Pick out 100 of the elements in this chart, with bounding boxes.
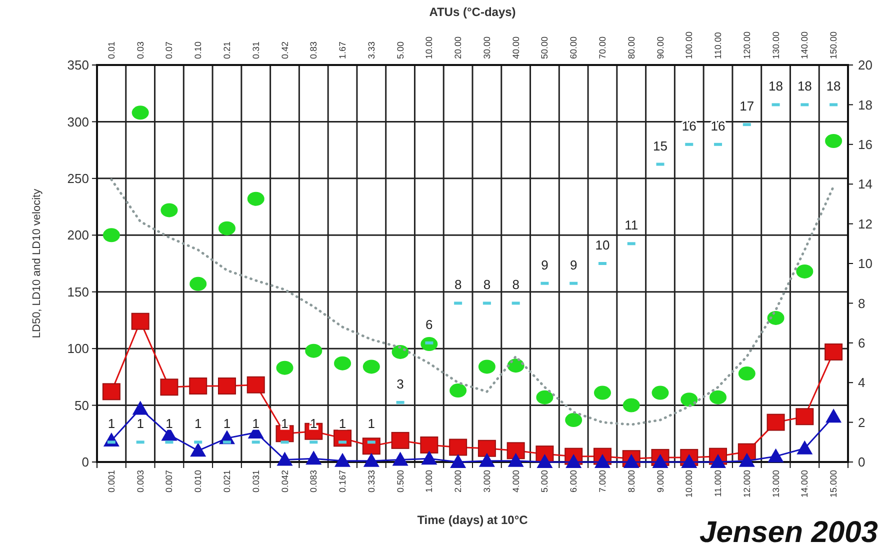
point: [565, 413, 582, 428]
point: [189, 378, 208, 395]
point: [796, 408, 814, 426]
text: 3.33: [366, 41, 376, 59]
y2-tick-label: 20: [858, 58, 872, 73]
x-tick-label: 9.000: [655, 470, 666, 493]
text: 60.00: [568, 36, 579, 59]
point: [276, 360, 294, 375]
point: [362, 360, 380, 374]
point: [710, 454, 726, 468]
point: [392, 452, 408, 466]
point: [738, 452, 755, 467]
y2-tick-label: 10: [858, 256, 872, 272]
point: [826, 408, 842, 423]
y2-tick-label: 2: [858, 414, 866, 430]
point: [594, 386, 611, 400]
text: 90.00: [655, 36, 666, 59]
point: [450, 454, 466, 468]
point: [506, 442, 525, 460]
x-tick-label: 0.003: [135, 470, 146, 493]
text: 0.42: [280, 41, 290, 59]
point: [305, 344, 322, 358]
x-tick-label: 4.000: [510, 470, 521, 493]
point: [334, 430, 352, 447]
point: [566, 454, 582, 468]
text: 120.00: [742, 31, 752, 59]
y-tick-label: 300: [67, 114, 89, 130]
x-tick-label: 3.000: [482, 470, 492, 493]
point: [218, 221, 236, 236]
text: 80.00: [626, 36, 636, 59]
point: [478, 452, 495, 467]
point: [824, 343, 843, 360]
text: 0.10: [193, 41, 204, 59]
y-tick-label: 0: [82, 454, 89, 470]
text: 0.01: [106, 41, 116, 59]
point: [392, 344, 409, 359]
point: [421, 450, 438, 465]
y-tick-label: 250: [67, 170, 89, 186]
text: 100.00: [684, 31, 694, 59]
point: [796, 440, 813, 454]
y-tick-label: 50: [74, 398, 89, 413]
point: [102, 228, 120, 242]
text: 110.00: [713, 32, 724, 59]
point: [160, 203, 178, 218]
text: 10.00: [424, 36, 434, 59]
point: [680, 392, 698, 407]
data-label: 15: [653, 138, 668, 154]
text: 50.00: [540, 36, 550, 59]
point: [362, 438, 380, 455]
y2-tick-label: 14: [858, 176, 872, 192]
data-label: 18: [826, 78, 841, 94]
y-tick-label: 350: [67, 58, 89, 73]
x-tick-label: 0.021: [222, 470, 232, 493]
y2-tick-label: 6: [858, 335, 866, 350]
data-label: 9: [570, 257, 578, 272]
point: [276, 452, 293, 466]
point: [334, 452, 351, 467]
y2-tick-label: 12: [858, 216, 872, 232]
point: [190, 276, 207, 291]
point: [768, 448, 784, 462]
y2-tick-label: 16: [858, 136, 872, 152]
data-label: 1: [223, 416, 231, 432]
point: [450, 384, 467, 398]
point: [478, 360, 496, 374]
point: [132, 106, 149, 120]
point: [594, 454, 610, 468]
x-tick-label: 0.010: [193, 470, 204, 493]
point: [478, 440, 496, 457]
x-tick-label: 0.031: [250, 470, 261, 493]
x-tick-label: 11.000: [713, 470, 724, 497]
y2-tick-label: 18: [858, 97, 872, 112]
point: [160, 378, 178, 396]
data-label: 9: [541, 257, 548, 272]
text: 0.21: [222, 41, 232, 59]
point: [190, 442, 206, 457]
text: 150.00: [828, 31, 839, 59]
point: [796, 264, 814, 278]
data-label: 1: [368, 416, 376, 432]
text: 30.00: [482, 36, 492, 59]
x-tick-label: 0.167: [338, 470, 348, 493]
text: 20.00: [453, 36, 464, 59]
text: 0.31: [250, 41, 261, 59]
y2-tick-label: 4: [858, 375, 866, 390]
text: 130.00: [770, 31, 781, 59]
x-tick-label: 8.000: [626, 470, 636, 493]
point: [246, 376, 265, 394]
point: [449, 438, 468, 456]
text: 0.07: [164, 41, 174, 59]
point: [767, 310, 784, 325]
point: [652, 386, 669, 400]
data-label: 1: [194, 416, 202, 432]
point: [536, 454, 553, 468]
text: 0.83: [308, 41, 319, 59]
x-tick-label: 0.083: [308, 470, 319, 493]
point: [247, 192, 264, 206]
x-tick-label: 12.000: [742, 470, 752, 498]
data-label: 8: [454, 277, 462, 292]
point: [334, 356, 352, 370]
text: 40.00: [510, 36, 521, 59]
point: [710, 390, 727, 404]
